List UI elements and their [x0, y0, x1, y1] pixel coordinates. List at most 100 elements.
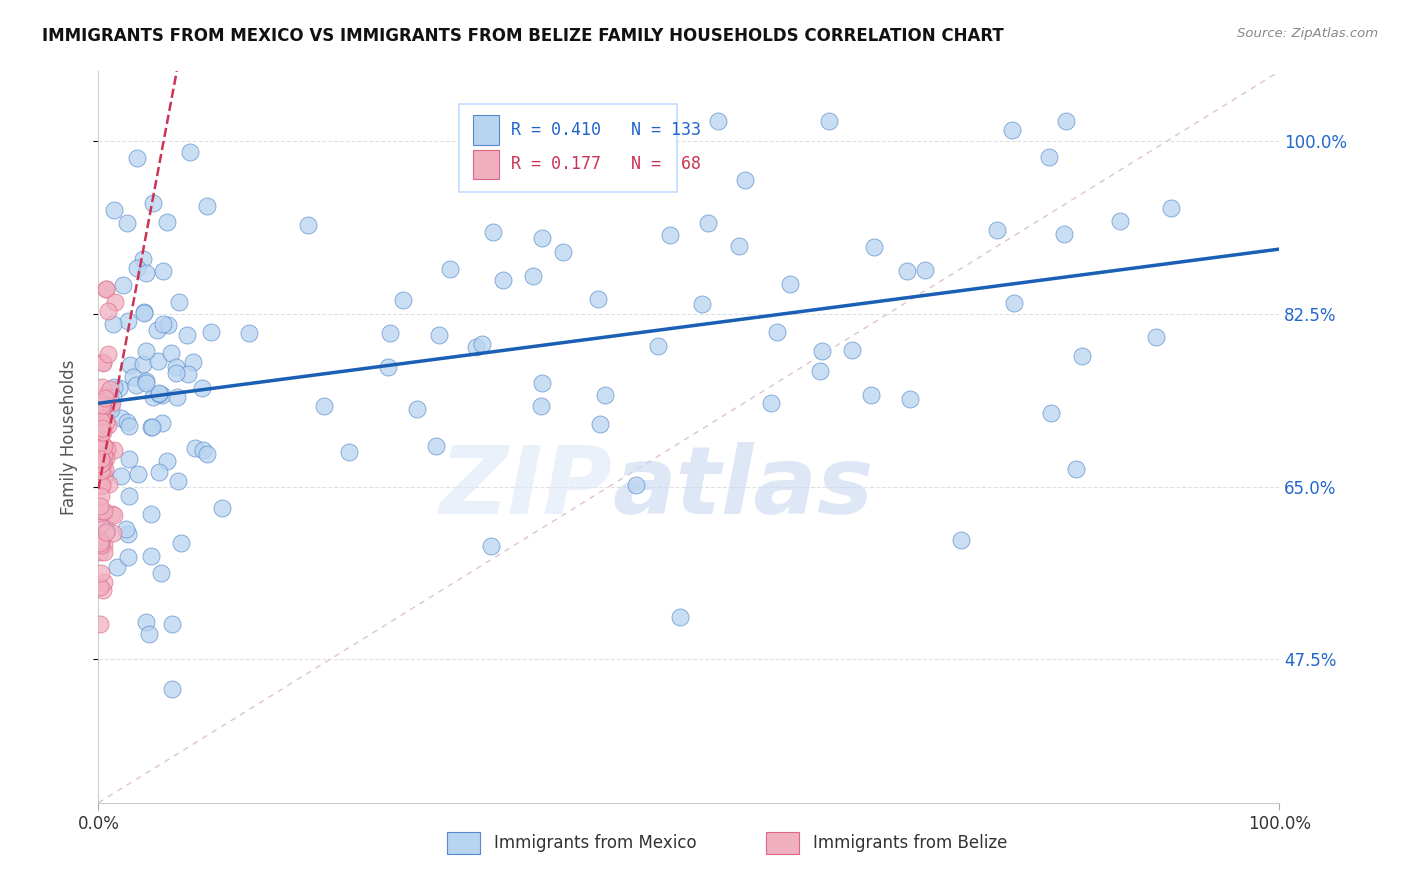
Point [117, 549, 139, 564]
Point [297, 218, 319, 232]
Point [90, 533, 112, 548]
Point [156, 318, 179, 333]
Point [427, 328, 450, 343]
Point [156, 453, 179, 467]
Text: R = 0.177   N =  68: R = 0.177 N = 68 [510, 155, 700, 173]
Point [707, 113, 730, 128]
Text: Immigrants from Belize: Immigrants from Belize [813, 834, 1007, 852]
Point [766, 325, 789, 339]
Point [169, 295, 191, 310]
Point [93, 545, 115, 559]
Point [863, 240, 886, 254]
Point [91, 438, 114, 452]
Point [93, 356, 115, 370]
Point [142, 196, 165, 211]
Point [1039, 406, 1062, 420]
Point [94, 461, 117, 475]
Point [131, 357, 153, 371]
Point [166, 390, 188, 404]
Point [100, 401, 122, 416]
Point [94, 524, 117, 539]
Point [134, 376, 156, 390]
Point [148, 354, 170, 368]
Point [89, 536, 111, 550]
Point [1004, 296, 1026, 310]
Point [337, 444, 360, 458]
Point [91, 451, 114, 466]
Point [479, 539, 502, 553]
Point [90, 566, 112, 580]
Point [91, 456, 114, 470]
Point [148, 387, 170, 401]
Point [118, 419, 141, 434]
Point [181, 355, 204, 369]
Point [162, 681, 184, 696]
Point [90, 478, 112, 492]
Point [142, 390, 165, 404]
Point [238, 326, 260, 340]
Point [1054, 113, 1077, 128]
Point [89, 457, 111, 471]
Point [669, 609, 692, 624]
Point [89, 425, 111, 440]
Point [90, 447, 112, 461]
Point [191, 381, 214, 395]
Point [90, 426, 112, 441]
Point [110, 468, 132, 483]
Point [101, 391, 124, 405]
Point [148, 386, 170, 401]
Point [176, 328, 198, 343]
Point [132, 252, 155, 266]
Point [127, 151, 149, 165]
Point [139, 549, 162, 564]
Point [808, 364, 831, 378]
Point [152, 318, 174, 332]
Point [439, 262, 461, 277]
FancyBboxPatch shape [458, 104, 678, 192]
Point [127, 261, 149, 276]
Point [94, 415, 117, 429]
Point [986, 223, 1008, 237]
Point [1053, 227, 1076, 241]
Point [103, 379, 125, 393]
Bar [447, 832, 479, 854]
Point [90, 450, 112, 465]
Point [101, 525, 124, 540]
Point [117, 415, 139, 429]
Point [103, 508, 125, 522]
Point [195, 447, 218, 461]
Point [134, 266, 156, 280]
Point [89, 581, 111, 595]
Point [93, 450, 115, 464]
Point [727, 239, 749, 253]
Point [150, 416, 173, 430]
Point [97, 304, 120, 318]
Point [90, 403, 112, 417]
Point [818, 113, 841, 128]
Point [94, 282, 117, 296]
Text: R = 0.410   N = 133: R = 0.410 N = 133 [510, 121, 700, 139]
Point [193, 443, 215, 458]
Point [91, 583, 114, 598]
Point [89, 394, 111, 409]
Point [166, 474, 188, 488]
Point [586, 292, 609, 306]
Point [811, 344, 834, 359]
Point [152, 264, 174, 278]
Point [135, 344, 157, 359]
Point [471, 336, 494, 351]
Point [156, 215, 179, 229]
Point [132, 305, 155, 319]
Point [98, 382, 121, 396]
Point [93, 538, 115, 552]
Point [115, 216, 138, 230]
Point [96, 347, 118, 361]
Point [97, 477, 120, 491]
Bar [472, 150, 499, 179]
Point [697, 216, 720, 230]
Point [647, 339, 669, 353]
Point [378, 326, 401, 341]
Point [1038, 150, 1060, 164]
Point [89, 545, 111, 559]
Text: ZIP: ZIP [439, 442, 612, 534]
